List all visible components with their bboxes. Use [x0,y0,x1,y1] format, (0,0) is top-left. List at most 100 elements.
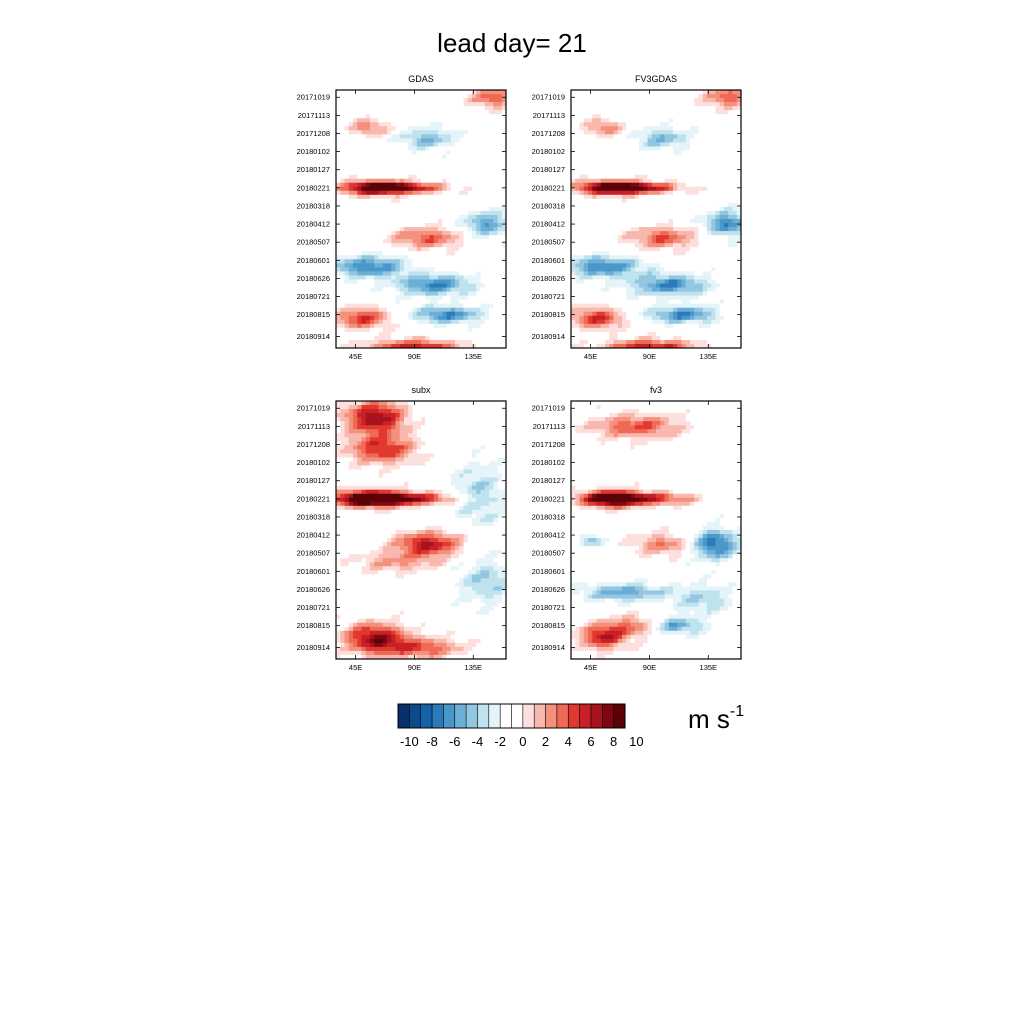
heatmap-cell [349,110,354,114]
heatmap-cell [728,312,733,316]
heatmap-cell [366,320,371,324]
heatmap-cell [383,155,388,159]
heatmap-cell [588,239,593,243]
heatmap-cell [614,199,619,203]
heatmap-cell [379,167,384,171]
heatmap-cell [707,235,712,239]
heatmap-cell [588,146,593,150]
heatmap-cell [690,312,695,316]
heatmap-cell [455,122,460,126]
heatmap-cell [391,267,396,271]
heatmap-cell [485,235,490,239]
heatmap-cell [340,187,345,191]
heatmap-cell [455,219,460,223]
heatmap-cell [643,215,648,219]
heatmap-cell [472,215,477,219]
heatmap-cell [383,130,388,134]
heatmap-cell [694,122,699,126]
heatmap-cell [340,102,345,106]
heatmap-cell [455,138,460,142]
heatmap-cell [464,187,469,191]
heatmap-cell [592,308,597,312]
heatmap-cell [379,275,384,279]
heatmap-cell [673,263,678,267]
heatmap-cell [391,231,396,235]
heatmap-cell [716,195,721,199]
heatmap-cell [724,102,729,106]
heatmap-cell [656,130,661,134]
heatmap-cell [673,300,678,304]
heatmap-cell [459,219,464,223]
heatmap-cell [438,332,443,336]
heatmap-cell [686,122,691,126]
heatmap-cell [601,288,606,292]
heatmap-cell [421,271,426,275]
heatmap-cell [425,259,430,263]
heatmap-cell [639,227,644,231]
heatmap-cell [430,138,435,142]
heatmap-cell [417,171,422,175]
heatmap-cell [643,235,648,239]
heatmap-cell [485,191,490,195]
heatmap-cell [626,316,631,320]
heatmap-cell [421,328,426,332]
heatmap-cell [571,263,576,267]
heatmap-cell [498,163,503,167]
heatmap-cell [605,292,610,296]
heatmap-cell [464,332,469,336]
heatmap-cell [472,255,477,259]
heatmap-cell [459,251,464,255]
heatmap-cell [584,239,589,243]
heatmap-cell [391,227,396,231]
heatmap-cell [699,90,704,94]
heatmap-cell [357,150,362,154]
heatmap-cell [408,340,413,344]
heatmap-cell [370,187,375,191]
heatmap-cell [434,279,439,283]
heatmap-cell [481,263,486,267]
heatmap-cell [699,300,704,304]
heatmap-cell [489,163,494,167]
heatmap-cell [571,126,576,130]
heatmap-cell [605,320,610,324]
heatmap-cell [584,122,589,126]
heatmap-cell [357,243,362,247]
heatmap-cell [605,171,610,175]
heatmap-cell [592,284,597,288]
heatmap-cell [396,102,401,106]
heatmap-cell [669,191,674,195]
heatmap-cell [665,122,670,126]
heatmap-cell [656,126,661,130]
heatmap-cell [413,211,418,215]
heatmap-cell [665,159,670,163]
heatmap-cell [438,163,443,167]
heatmap-cell [370,142,375,146]
heatmap-cell [489,175,494,179]
heatmap-cell [362,251,367,255]
heatmap-cell [703,90,708,94]
heatmap-cell [703,130,708,134]
heatmap-cell [648,284,653,288]
heatmap-cell [669,155,674,159]
heatmap-cell [421,255,426,259]
heatmap-cell [720,284,725,288]
heatmap-cell [400,247,405,251]
heatmap-cell [682,259,687,263]
heatmap-cell [345,247,350,251]
heatmap-cell [336,90,341,94]
heatmap-cell [707,199,712,203]
heatmap-cell [425,130,430,134]
heatmap-cell [345,126,350,130]
heatmap-cell [605,296,610,300]
heatmap-cell [442,300,447,304]
heatmap-cell [639,155,644,159]
heatmap-cell [336,163,341,167]
heatmap-cell [413,199,418,203]
heatmap-cell [622,110,627,114]
heatmap-cell [682,243,687,247]
heatmap-cell [408,171,413,175]
heatmap-cell [656,259,661,263]
heatmap-cell [635,134,640,138]
heatmap-cell [703,94,708,98]
heatmap-cell [601,94,606,98]
